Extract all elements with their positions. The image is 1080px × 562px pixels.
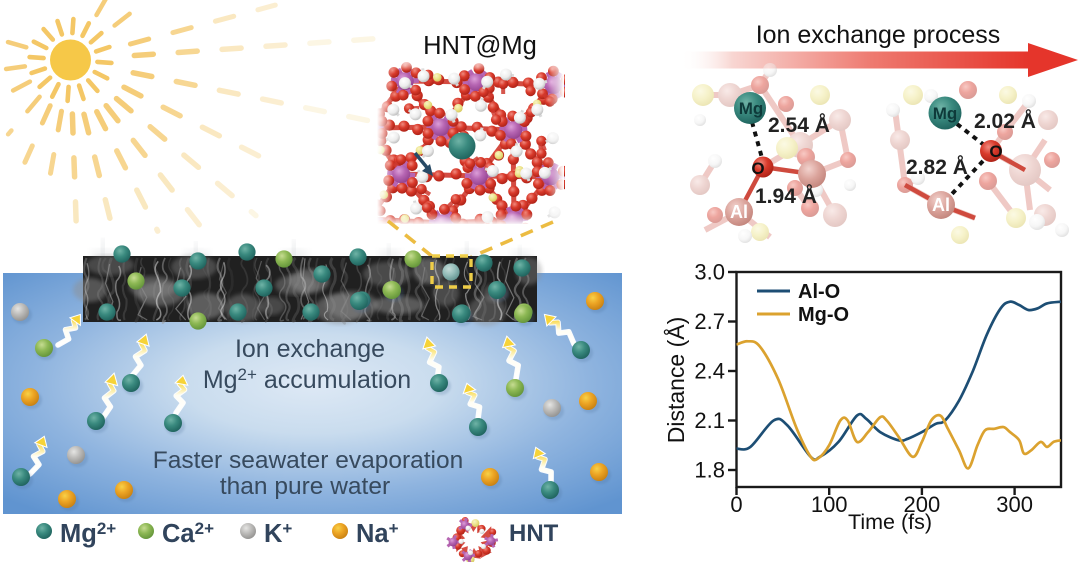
svg-text:Ion exchange: Ion exchange [235,335,385,363]
svg-text:0: 0 [730,492,742,517]
svg-text:2.4: 2.4 [694,359,725,384]
svg-text:2.82 Å: 2.82 Å [906,155,968,179]
svg-text:Ca2+: Ca2+ [162,519,214,548]
svg-text:1.94 Å: 1.94 Å [755,184,817,208]
svg-text:Mg: Mg [739,99,764,118]
svg-text:2.1: 2.1 [694,408,725,433]
svg-text:Mg2+ accumulation: Mg2+ accumulation [203,365,411,394]
svg-text:200: 200 [904,492,941,517]
svg-text:Faster seawater evaporation: Faster seawater evaporation [153,447,464,474]
svg-text:Mg: Mg [933,104,958,123]
svg-text:2.02 Å: 2.02 Å [974,109,1036,133]
svg-text:Distance (Å): Distance (Å) [662,317,689,444]
svg-text:O: O [989,142,1002,161]
svg-text:Time (fs): Time (fs) [848,510,932,534]
svg-text:300: 300 [996,492,1033,517]
svg-text:K+: K+ [264,519,292,548]
svg-text:Na+: Na+ [356,519,399,548]
svg-text:than pure water: than pure water [220,473,390,500]
svg-text:Mg-O: Mg-O [798,304,849,326]
svg-text:100: 100 [811,492,848,517]
svg-text:3.0: 3.0 [694,260,725,285]
svg-text:HNT@Mg: HNT@Mg [423,32,537,60]
svg-text:Al-O: Al-O [798,281,840,303]
svg-text:1.8: 1.8 [694,458,725,483]
svg-text:Al: Al [932,195,950,215]
svg-text:O: O [751,159,764,178]
svg-text:2.54 Å: 2.54 Å [768,113,830,137]
svg-text:Ion exchange process: Ion exchange process [756,21,1001,49]
svg-text:Mg2+: Mg2+ [60,519,116,548]
svg-text:Al: Al [730,202,748,222]
svg-text:2.7: 2.7 [694,309,725,334]
svg-text:HNT: HNT [509,520,559,547]
